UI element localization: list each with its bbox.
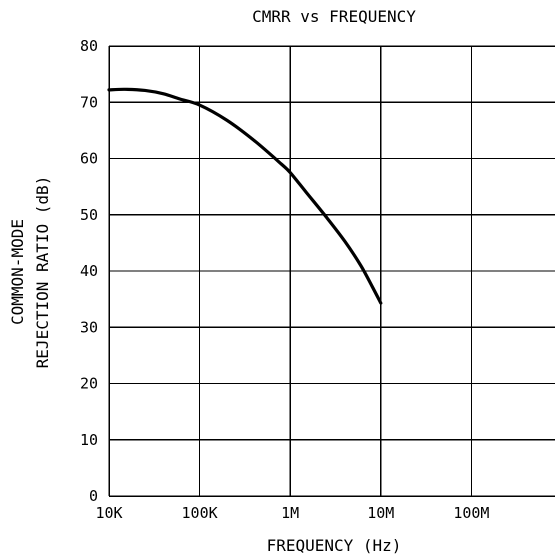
y-tick-label: 60 <box>80 150 98 168</box>
x-tick-label: 10K <box>95 504 122 522</box>
y-axis-label-line-2: REJECTION RATIO (dB) <box>33 176 52 369</box>
x-tick-label: 100K <box>182 504 218 522</box>
series-layer <box>107 87 383 305</box>
x-tick-label: 1M <box>281 504 299 522</box>
labels-layer: CMRR vs FREQUENCY FREQUENCY (Hz) COMMON-… <box>8 7 489 555</box>
y-tick-label: 0 <box>89 487 98 505</box>
grid-layer <box>109 46 555 496</box>
axes-layer <box>108 45 555 497</box>
x-tick-label: 10M <box>367 504 394 522</box>
chart-title: CMRR vs FREQUENCY <box>252 7 416 26</box>
cmrr-series-line <box>107 87 383 305</box>
y-tick-label: 80 <box>80 37 98 55</box>
y-tick-label: 30 <box>80 318 98 336</box>
x-axis-label: FREQUENCY (Hz) <box>267 536 402 555</box>
y-tick-label: 40 <box>80 262 98 280</box>
x-tick-label: 100M <box>453 504 489 522</box>
y-tick-label: 50 <box>80 206 98 224</box>
y-tick-label: 70 <box>80 93 98 111</box>
y-axis-label-line-1: COMMON-MODE <box>8 219 27 325</box>
y-tick-label: 20 <box>80 375 98 393</box>
y-tick-label: 10 <box>80 431 98 449</box>
